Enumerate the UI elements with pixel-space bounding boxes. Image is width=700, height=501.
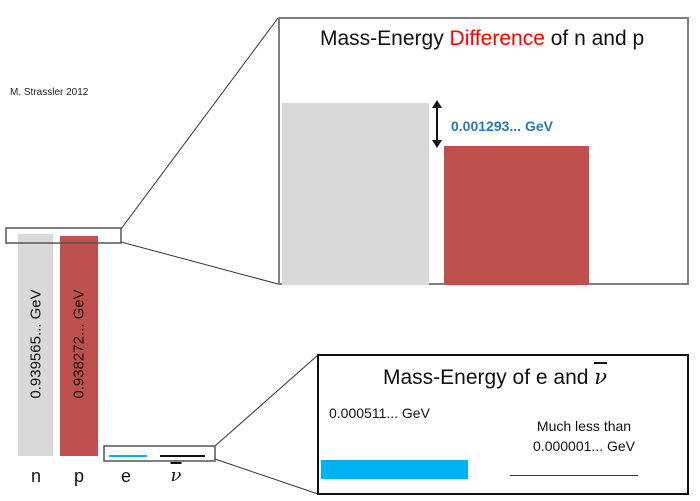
title-prefix: Mass-Energy bbox=[320, 27, 450, 50]
proton-label: p bbox=[73, 466, 85, 486]
zoom-box-bottom bbox=[103, 445, 216, 462]
zoom-connector-bottom-upper bbox=[214, 354, 319, 447]
neutron-zoom-bar bbox=[282, 103, 429, 285]
antineutrino-mass-note: Much less than 0.000001... GeV bbox=[514, 418, 654, 454]
electron-neutrino-panel: Mass-Energy of e and ν 0.000511... GeV M… bbox=[317, 354, 689, 495]
mass-difference-panel: Mass-Energy Difference of n and p 0.0012… bbox=[278, 17, 689, 285]
electron-neutrino-title: Mass-Energy of e and ν bbox=[383, 362, 608, 390]
electron-label: e bbox=[120, 466, 132, 486]
antineutrino-label: ν bbox=[170, 462, 182, 486]
proton-bar bbox=[60, 236, 98, 456]
antineutrino-title-symbol: ν bbox=[594, 362, 608, 389]
electron-zoom-bar bbox=[321, 460, 468, 479]
antineutrino-symbol: ν bbox=[170, 465, 182, 486]
mass-difference-title: Mass-Energy Difference of n and p bbox=[320, 27, 644, 51]
difference-arrow-icon bbox=[432, 100, 442, 148]
neutron-label: n bbox=[30, 466, 42, 486]
title-highlight: Difference bbox=[449, 27, 545, 50]
neutron-bar bbox=[18, 234, 53, 456]
electron-mass-value: 0.000511... GeV bbox=[329, 405, 430, 421]
antineutrino-note-line1: Much less than bbox=[536, 418, 632, 434]
antineutrino-zoom-bar bbox=[510, 475, 638, 476]
zoom-connector-bottom-lower bbox=[214, 458, 319, 495]
proton-zoom-bar bbox=[444, 146, 589, 285]
zoom-connector-top-upper bbox=[120, 17, 279, 230]
author-credit: M. Strassler 2012 bbox=[10, 87, 89, 98]
antineutrino-note-line2: 0.000001... GeV bbox=[533, 438, 635, 454]
zoom-box-top bbox=[5, 227, 122, 244]
mass-difference-value: 0.001293... GeV bbox=[451, 118, 553, 134]
title-suffix: of n and p bbox=[544, 27, 645, 50]
zoom-connector-top-lower bbox=[120, 241, 279, 285]
title-prefix: Mass-Energy of e and bbox=[383, 366, 595, 389]
